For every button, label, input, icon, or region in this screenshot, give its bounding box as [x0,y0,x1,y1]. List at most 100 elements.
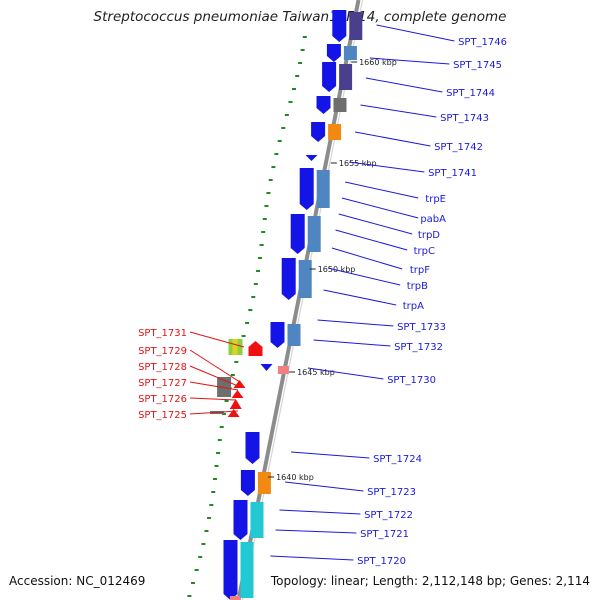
feature-labels: SPT_1746 SPT_1745 SPT_1744 SPT_1743 SPT_1742… [138,37,507,567]
label-leader [355,131,431,147]
label-leader [349,161,425,173]
label-leader [338,213,413,235]
cds-arrow [326,44,341,62]
feature-label-spt_1742: SPT_1742 [434,142,483,153]
feature-label-spt_1729: SPT_1729 [138,346,187,357]
cog-class-block [307,216,321,252]
cog-class-block [240,542,254,598]
label-leader [189,381,239,391]
gc-skew-dash [245,322,250,324]
gc-skew-dash [277,140,282,142]
label-leader [365,77,443,93]
gc-skew-dash [274,153,279,155]
gc-skew-dash [262,218,267,220]
gc-skew-dash [300,49,305,51]
cog-class-block [339,64,353,90]
label-leader [189,365,239,387]
label-leader [285,481,364,492]
label-leader [189,397,237,401]
feature-label-spt_1741: SPT_1741 [428,168,477,179]
gc-skew-dash [216,452,221,454]
gc-skew-dash [281,127,286,129]
label-leaders [189,24,455,561]
gc-skew-dash [241,335,246,337]
label-leader [369,57,450,65]
label-leader [189,331,245,348]
gc-skew-dash [271,166,276,168]
cog-class-block [328,124,342,140]
reverse-arrow [229,399,242,409]
feature-label-spt_1732: SPT_1732 [394,342,443,353]
label-leader [291,451,370,459]
feature-label-spt_1730: SPT_1730 [387,375,436,386]
accession-text: Accession: NC_012469 [9,574,146,588]
feature-label-spt_1728: SPT_1728 [138,362,187,373]
gc-skew-dash [295,75,300,77]
cog-class-block [257,472,271,494]
cog-class-block [250,502,264,538]
gc-skew-dash [298,62,303,64]
cog-class-block [349,12,363,40]
cog-class-block [298,260,312,298]
gc-skew-dash [211,491,216,493]
feature-label-spt_1720: SPT_1720 [357,556,406,567]
gc-skew-dash [204,530,209,532]
gc-skew-dash [201,543,206,545]
feature-label-spt_1744: SPT_1744 [446,88,495,99]
gc-skew-dash [191,582,196,584]
cds-arrow [332,10,347,42]
gc-skew-dash [261,231,266,233]
gc-skew-dash [198,556,203,558]
gc-skew-dash [259,244,264,246]
cds-arrow [290,214,305,254]
label-leader [279,509,361,515]
cds-arrow [223,540,238,600]
gc-skew-dash [187,595,192,597]
label-leader [360,104,437,118]
genome-summary-text: Topology: linear; Length: 2,112,148 bp; … [270,574,590,588]
cds-arrow [281,258,296,300]
label-leader [376,24,455,42]
gc-skew-dash [257,257,262,259]
feature-label-spt_1722: SPT_1722 [364,510,413,521]
gc-skew-dash [224,400,229,402]
cds-arrow [316,96,331,114]
feature-label-spt_1723: SPT_1723 [367,487,416,498]
label-leader [327,267,401,286]
feature-label-spt_1746: SPT_1746 [458,37,507,48]
reverse-arrow [231,390,244,398]
feature-label-spt_1745: SPT_1745 [453,60,502,71]
gc-skew-dash [234,361,239,363]
gc-skew-dash [256,270,261,272]
label-leader [344,181,419,199]
label-leader [331,247,403,270]
scale-tick-label: 1640 kbp [276,473,314,482]
label-leader [270,555,354,561]
gc-skew-dash [253,283,258,285]
label-leader [335,229,408,251]
gc-skew-dash [194,569,199,571]
gc-skew-dash [207,517,212,519]
label-leader [317,319,394,327]
gc-skew-dash [214,465,219,467]
gc-skew-dash [284,114,289,116]
pink-feature [230,596,240,600]
reverse-arrow [233,380,246,388]
feature-label-paba: pabA [420,214,446,225]
feature-label-spt_1726: SPT_1726 [138,394,187,405]
cds-arrow-small [305,155,318,161]
cds-arrow [270,322,285,348]
reverse-arrow [227,409,240,417]
feature-label-spt_1727: SPT_1727 [138,378,187,389]
cog-class-block [333,98,347,112]
label-leader [275,529,357,534]
feature-label-spt_1731: SPT_1731 [138,328,187,339]
scale-tick-label: 1645 kbp [297,368,335,377]
gc-skew-dash [268,179,273,181]
cds-arrow [233,500,248,540]
label-leader [323,289,397,306]
gc-skew-dash [302,36,307,38]
gc-skew-dash [266,192,271,194]
label-leader [313,339,391,347]
cds-arrow [240,470,255,496]
